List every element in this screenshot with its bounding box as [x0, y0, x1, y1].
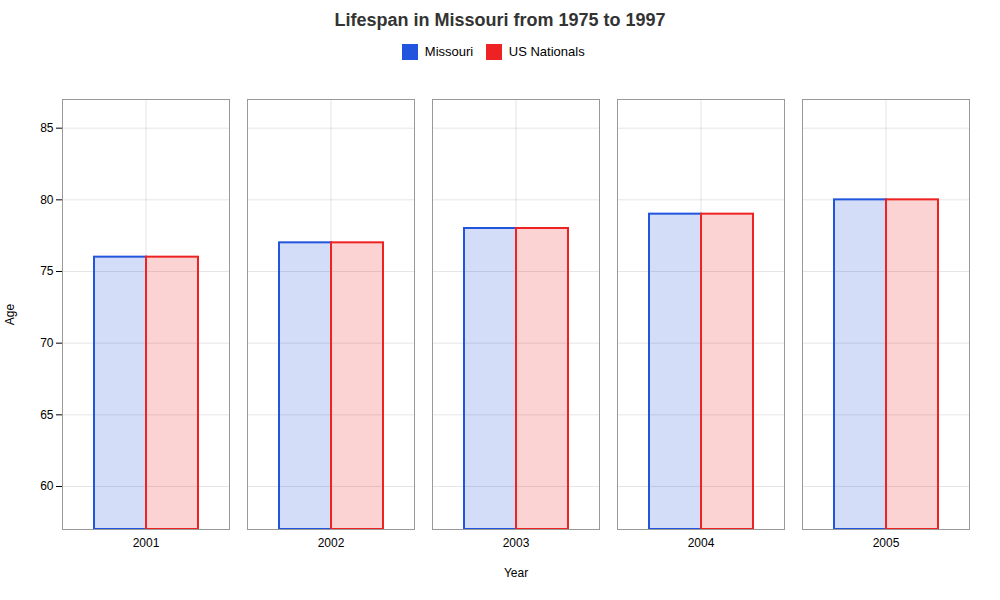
- svg-text:65: 65: [40, 407, 54, 421]
- html-text:US Nationals: US Nationals: [508, 44, 585, 59]
- svg-text:2001: 2001: [133, 536, 160, 550]
- svg-text:85: 85: [40, 121, 54, 135]
- svg-text:70: 70: [40, 336, 54, 350]
- html-text:Missouri: Missouri: [424, 44, 474, 59]
- svg-text:80: 80: [40, 192, 54, 206]
- svg-text:2002: 2002: [318, 536, 345, 550]
- svg-text:2003: 2003: [503, 536, 530, 550]
- svg-text:60: 60: [40, 479, 54, 493]
- svg-text:2005: 2005: [873, 536, 900, 550]
- svg-text:75: 75: [40, 264, 54, 278]
- svg-text:2004: 2004: [688, 536, 715, 550]
- svg-text:Year: Year: [504, 565, 528, 579]
- html-text:Lifespan in Missouri from 1975: Lifespan in Missouri from 1975 to 1997: [334, 10, 666, 30]
- svg-text:Age: Age: [3, 303, 17, 325]
